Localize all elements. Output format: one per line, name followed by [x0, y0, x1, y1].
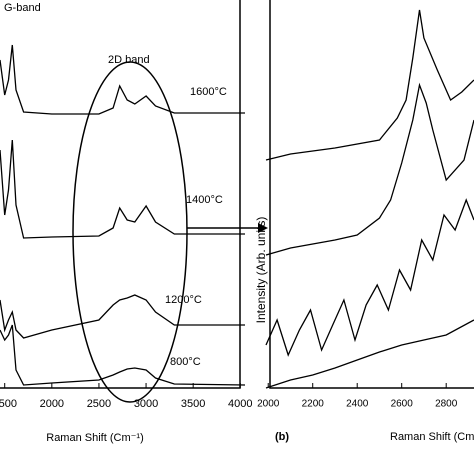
right-frame	[269, 0, 474, 389]
x-axis-label: Raman Shift (Cm⁻¹)	[390, 431, 474, 443]
y-axis-label: Intensity (Arb. units)	[254, 217, 268, 324]
spectrum-line	[265, 198, 474, 357]
x-tick-label: 2000	[40, 398, 64, 410]
x-axis-label: Raman Shift (Cm⁻¹)	[46, 432, 144, 444]
series-label: 1600°C	[190, 86, 227, 98]
spectrum-line	[265, 9, 474, 161]
highlight-ellipse	[72, 61, 188, 403]
left-frame	[0, 0, 241, 389]
x-tick-label: 3000	[134, 398, 158, 410]
series-label: 1400°C	[186, 194, 223, 206]
series-label: 800°C	[170, 356, 201, 368]
x-tick-label: 2000	[257, 399, 280, 410]
annotation: 2D band	[108, 54, 150, 66]
spectrum-line	[0, 139, 245, 239]
annotation: G-band	[4, 2, 41, 14]
spectrum-line	[0, 44, 245, 115]
x-tick-label: 1500	[0, 398, 17, 410]
x-tick-label: 2600	[391, 399, 414, 410]
spectrum-line	[265, 82, 474, 256]
x-tick-label: 2200	[302, 399, 325, 410]
x-tick-label: 4000	[228, 398, 252, 410]
spectrum-line	[0, 294, 245, 339]
x-tick-label: 2800	[435, 399, 458, 410]
x-tick-label: 2500	[87, 398, 111, 410]
spectrum-line	[0, 324, 246, 386]
arrow-head	[258, 223, 268, 233]
x-tick-label: 3500	[181, 398, 205, 410]
series-label: 1200°C	[165, 294, 202, 306]
spectrum-line	[265, 319, 474, 389]
x-tick-label: 2400	[346, 399, 369, 410]
panel-label: (b)	[275, 431, 289, 443]
